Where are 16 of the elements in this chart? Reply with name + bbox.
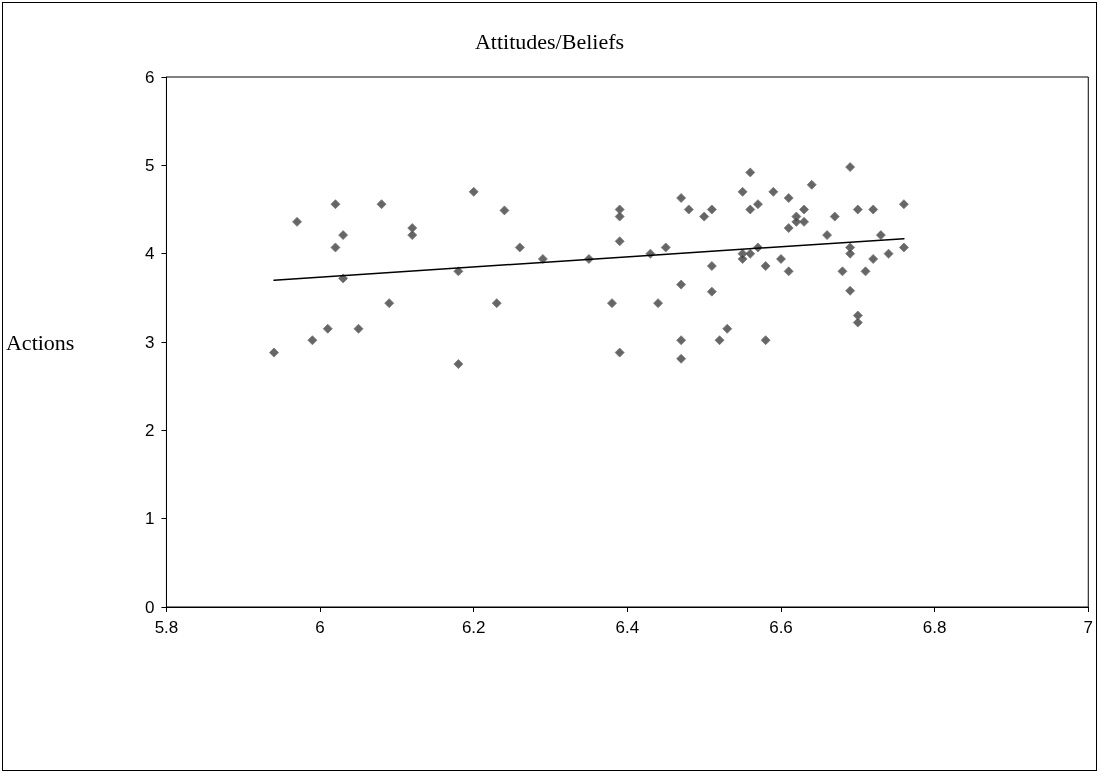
- chart-title: Attitudes/Beliefs: [474, 28, 625, 54]
- x-tick-label: 5.8: [154, 618, 179, 637]
- x-tick-label: 6.6: [769, 618, 793, 637]
- x-tick-label: 7: [1083, 618, 1094, 637]
- y-tick-label: 0: [144, 597, 155, 617]
- y-tick-label: 4: [144, 244, 155, 264]
- x-tick-label: 6.8: [922, 618, 947, 637]
- x-tick-label: 6.4: [615, 618, 640, 637]
- y-tick-label: 6: [144, 67, 155, 87]
- x-tick-label: 6.2: [461, 618, 486, 637]
- x-tick-label: 6: [315, 618, 325, 637]
- y-tick-label: 3: [144, 332, 155, 352]
- y-tick-label: 1: [144, 509, 155, 529]
- y-axis-title: Actions: [5, 329, 75, 355]
- y-tick-label: 2: [144, 420, 155, 440]
- y-tick-label: 5: [144, 155, 155, 175]
